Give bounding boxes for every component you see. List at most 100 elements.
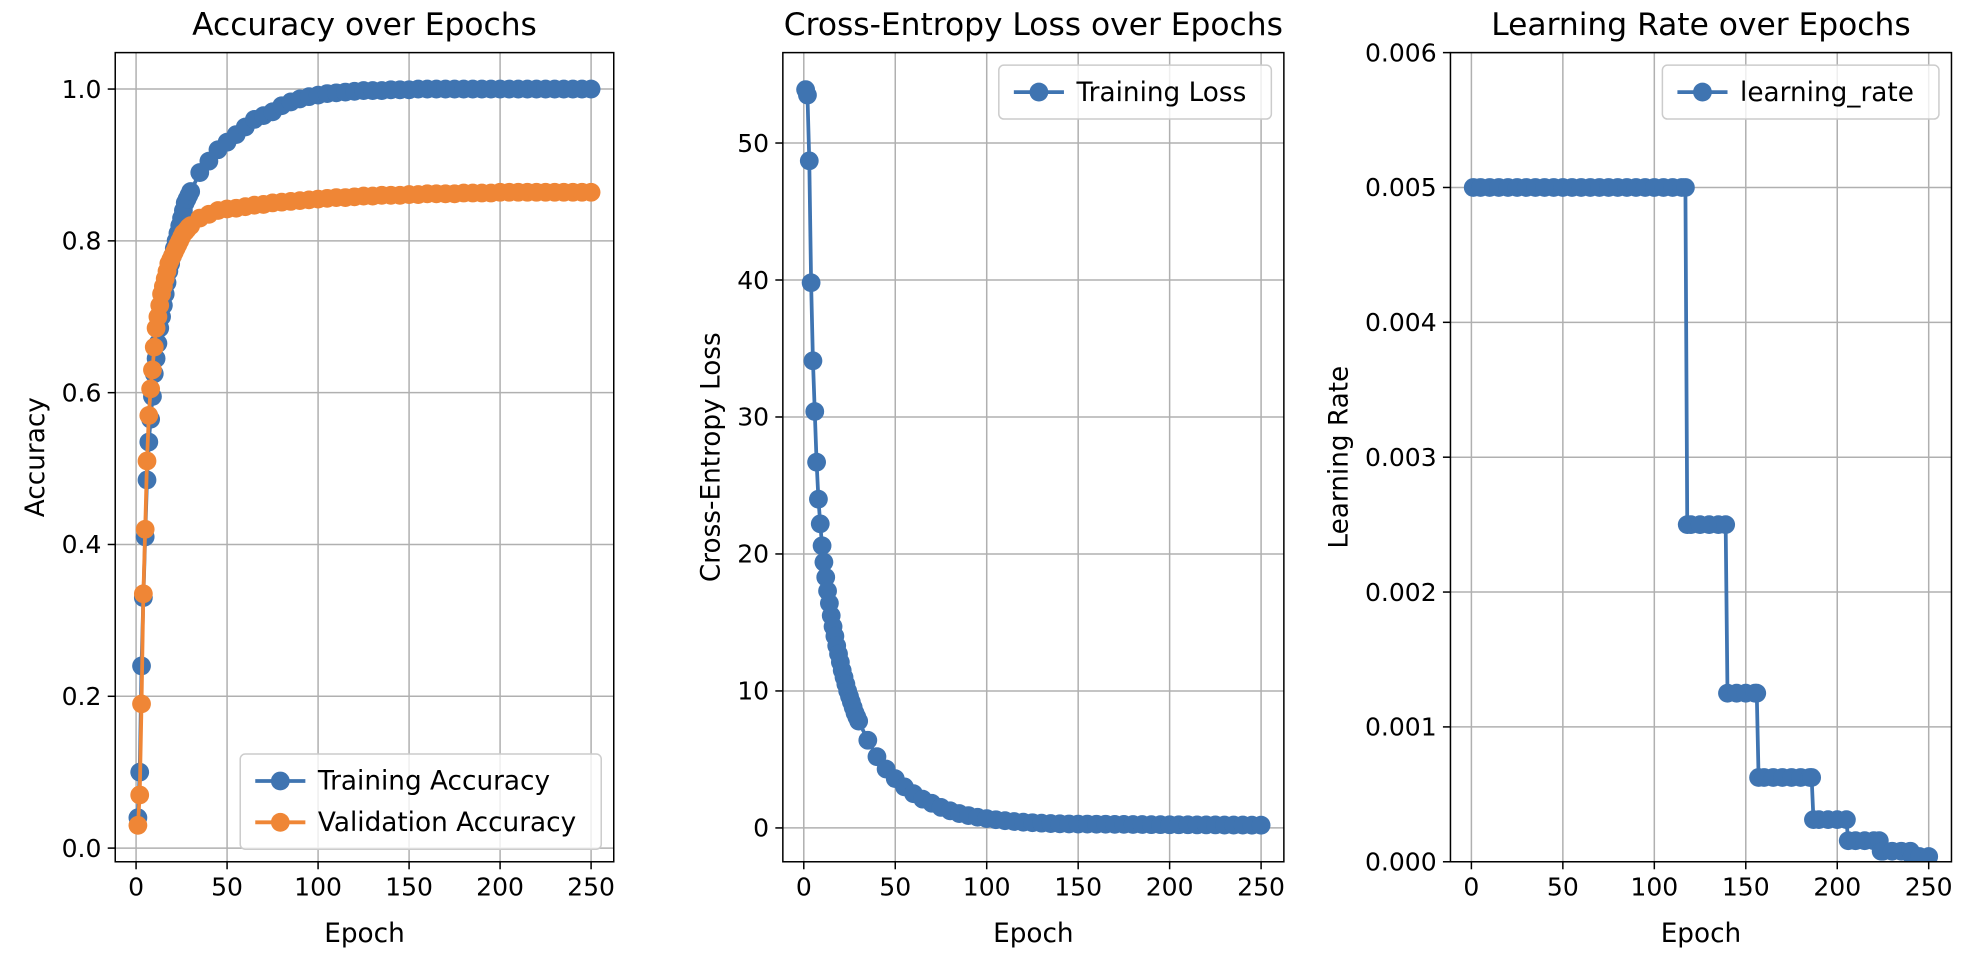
- data-point: [814, 552, 834, 572]
- data-point: [139, 406, 159, 425]
- x-tick-label: 250: [1237, 873, 1285, 902]
- y-axis-label: Cross-Entropy Loss: [697, 332, 727, 582]
- data-point: [132, 694, 151, 714]
- series-line: [803, 89, 1262, 828]
- legend-label: learning_rate: [1740, 78, 1914, 108]
- x-tick-label: 100: [1630, 873, 1678, 902]
- x-axis-label: Epoch: [324, 919, 405, 949]
- data-point: [801, 273, 821, 293]
- legend-label: Training Accuracy: [317, 767, 550, 797]
- data-point: [137, 451, 157, 471]
- data-point: [1716, 515, 1736, 535]
- legend-box: [1661, 64, 1940, 120]
- series-line: [136, 190, 592, 826]
- data-point: [858, 730, 878, 750]
- data-point: [128, 815, 148, 835]
- y-tick-label: 20: [737, 540, 769, 569]
- y-axis-label: Learning Rate: [1324, 366, 1354, 549]
- data-point: [1747, 683, 1767, 703]
- y-tick-label: 10: [737, 677, 769, 706]
- y-tick-label: 0.001: [1365, 713, 1437, 742]
- y-tick-label: 30: [737, 403, 769, 432]
- legend: Training Loss: [998, 64, 1273, 120]
- y-tick-label: 0.002: [1365, 578, 1437, 607]
- x-tick-label: 200: [1813, 873, 1861, 902]
- x-tick-label: 50: [211, 873, 243, 902]
- data-point: [803, 351, 823, 371]
- chart-title: Accuracy over Epochs: [192, 7, 537, 43]
- x-tick-label: 150: [1722, 873, 1770, 902]
- x-tick-label: 250: [567, 873, 615, 902]
- legend: Training Accuracy Validation Accuracy: [239, 753, 602, 850]
- y-tick-label: 0.8: [62, 227, 102, 256]
- data-point: [807, 452, 826, 472]
- legend-marker: [270, 771, 290, 791]
- y-axis-label: Accuracy: [21, 397, 51, 517]
- y-tick-label: 0.0: [62, 834, 102, 863]
- plot-area: [1463, 178, 1939, 862]
- y-tick-label: 0.003: [1365, 443, 1437, 472]
- data-point: [1919, 847, 1939, 862]
- legend-label: Training Loss: [1075, 78, 1246, 108]
- x-tick-label: 150: [385, 873, 433, 902]
- data-point: [130, 785, 150, 805]
- data-point: [144, 337, 164, 357]
- x-tick-label: 100: [963, 873, 1011, 902]
- x-tick-label: 250: [1905, 873, 1953, 902]
- legend-box: [998, 64, 1273, 120]
- x-tick-label: 50: [1547, 873, 1579, 902]
- plot-area: [796, 80, 1271, 835]
- chart-title: Cross-Entropy Loss over Epochs: [784, 7, 1283, 43]
- x-tick-label: 150: [1054, 873, 1102, 902]
- data-point: [816, 567, 836, 587]
- legend-label: Validation Accuracy: [318, 808, 576, 838]
- legend: learning_rate: [1661, 64, 1940, 120]
- x-tick-label: 50: [879, 873, 911, 902]
- legend-marker: [1693, 82, 1712, 102]
- data-point: [143, 360, 162, 380]
- y-tick-label: 0.006: [1365, 38, 1437, 67]
- x-tick-label: 100: [294, 873, 342, 902]
- data-point: [1251, 815, 1271, 835]
- x-tick-label: 0: [128, 873, 144, 902]
- legend-box: [239, 753, 602, 850]
- axes-frame: [1449, 51, 1953, 863]
- y-tick-label: 1.0: [62, 75, 102, 104]
- data-point: [799, 151, 819, 171]
- chart-title: Learning Rate over Epochs: [1491, 7, 1910, 43]
- y-tick-label: 0.4: [62, 530, 102, 559]
- x-axis-label: Epoch: [993, 919, 1074, 949]
- y-tick-label: 0.005: [1365, 173, 1437, 202]
- x-axis-label: Epoch: [1661, 919, 1742, 949]
- y-tick-label: 0.004: [1365, 308, 1437, 337]
- data-point: [812, 536, 832, 556]
- data-point: [805, 402, 825, 421]
- data-point: [798, 85, 817, 105]
- x-tick-label: 0: [1463, 873, 1479, 902]
- y-tick-label: 0: [753, 814, 769, 843]
- data-point: [1836, 810, 1856, 830]
- data-point: [581, 182, 601, 202]
- data-point: [141, 379, 161, 399]
- legend-marker: [270, 812, 290, 832]
- plot-area: [128, 79, 601, 835]
- data-point: [133, 584, 153, 604]
- legend-marker: [1029, 82, 1049, 102]
- x-tick-label: 200: [476, 873, 524, 902]
- data-point: [849, 711, 869, 731]
- y-tick-label: 0.000: [1365, 848, 1437, 877]
- x-tick-label: 0: [796, 873, 812, 902]
- data-point: [135, 519, 155, 539]
- data-point: [810, 514, 830, 534]
- data-point: [1676, 178, 1695, 197]
- y-tick-label: 40: [737, 266, 769, 295]
- data-point: [581, 79, 601, 99]
- y-tick-label: 50: [737, 129, 769, 158]
- data-point: [181, 182, 201, 201]
- y-tick-label: 0.6: [62, 378, 102, 407]
- x-tick-label: 200: [1146, 873, 1194, 902]
- axes-frame: [114, 51, 615, 863]
- data-point: [1802, 768, 1822, 787]
